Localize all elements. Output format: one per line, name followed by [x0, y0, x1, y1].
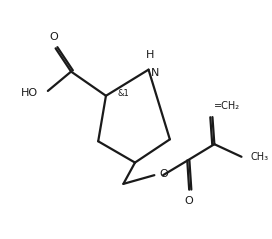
Text: =CH₂: =CH₂ [214, 101, 240, 111]
Text: N: N [150, 68, 159, 78]
Text: HO: HO [21, 88, 38, 98]
Text: O: O [185, 196, 194, 206]
Text: &1: &1 [118, 89, 129, 98]
Text: CH₃: CH₃ [250, 152, 268, 162]
Text: O: O [159, 169, 168, 179]
Text: O: O [49, 32, 58, 42]
Text: H: H [146, 50, 155, 60]
